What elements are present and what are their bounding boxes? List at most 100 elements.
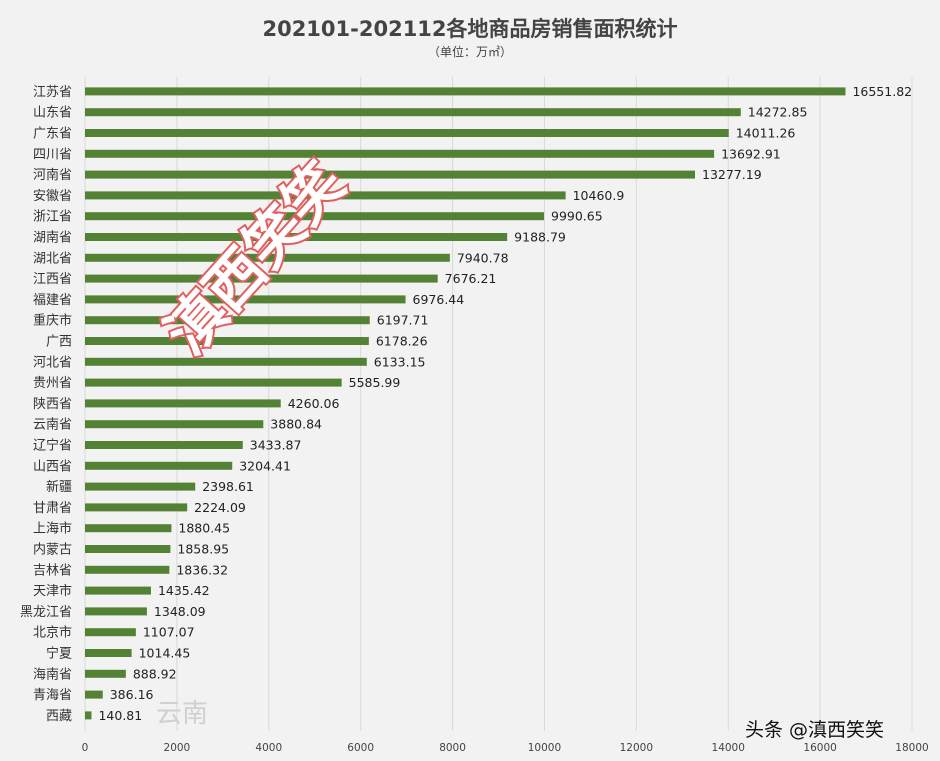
bar [85, 295, 406, 304]
x-tick-label: 12000 [620, 742, 653, 754]
category-label: 河北省 [33, 355, 72, 370]
data-label: 1435.42 [158, 583, 210, 598]
bar [85, 482, 196, 491]
category-label: 江西省 [33, 272, 72, 287]
data-label: 1107.07 [143, 625, 195, 640]
data-label: 16551.82 [852, 84, 912, 99]
data-label: 3433.87 [250, 438, 302, 453]
bar [85, 399, 281, 408]
data-label: 3204.41 [239, 458, 291, 473]
bar [85, 420, 264, 429]
bar [85, 441, 243, 449]
bar [85, 337, 369, 345]
category-label: 山东省 [33, 106, 72, 121]
bar [85, 378, 342, 387]
category-label: 湖北省 [33, 251, 72, 266]
data-label: 6976.44 [413, 292, 465, 307]
bar [85, 191, 566, 200]
category-label: 贵州省 [33, 376, 72, 391]
bar [85, 87, 846, 96]
bar [85, 669, 126, 678]
x-tick-label: 4000 [255, 742, 282, 754]
x-tick-label: 2000 [164, 742, 191, 754]
bars-group [85, 87, 846, 720]
data-label: 2398.61 [202, 479, 254, 494]
data-label: 5585.99 [349, 375, 401, 390]
category-label: 浙江省 [33, 210, 72, 225]
bar [85, 690, 103, 699]
category-label: 甘肃省 [33, 501, 72, 516]
category-label: 新疆 [46, 479, 72, 495]
bar [85, 149, 715, 158]
bar [85, 170, 696, 179]
bar [85, 108, 741, 117]
faint-watermark: 云南 [156, 699, 208, 729]
x-axis-tick-labels: 0 2000 4000 6000 8000 10000 12000 14000 16000 180… [82, 742, 929, 754]
bar [85, 233, 508, 241]
data-label: 1014.45 [139, 646, 191, 661]
data-label: 14011.26 [736, 126, 796, 141]
data-label: 386.16 [110, 687, 154, 702]
category-label: 吉林省 [33, 563, 72, 578]
category-label: 山西省 [33, 459, 72, 474]
value-labels: 16551.82 14272.85 14011.26 13692.91 13277.19… [98, 84, 912, 723]
category-label: 四川省 [33, 147, 72, 162]
bar [85, 253, 450, 262]
bar [85, 586, 151, 595]
data-label: 140.81 [98, 708, 142, 723]
bar [85, 607, 147, 616]
data-label: 1880.45 [178, 521, 230, 536]
data-label: 1348.09 [154, 604, 206, 619]
x-tick-label: 10000 [528, 742, 561, 754]
category-label: 西藏 [46, 709, 72, 724]
data-label: 9990.65 [551, 209, 603, 224]
bar [85, 129, 729, 137]
category-label: 辽宁省 [33, 438, 72, 454]
x-tick-label: 14000 [712, 742, 745, 754]
bar [85, 545, 171, 553]
category-label: 重庆市 [33, 313, 72, 329]
bar [85, 274, 438, 283]
data-label: 1858.95 [177, 542, 229, 557]
data-label: 7940.78 [457, 250, 509, 265]
x-tick-label: 16000 [803, 742, 836, 754]
chart-title: 202101-202112各地商品房销售面积统计 [262, 17, 677, 41]
category-label: 陕西省 [33, 397, 72, 412]
bar [85, 461, 233, 470]
x-tick-label: 8000 [439, 742, 466, 754]
x-tick-label: 6000 [347, 742, 374, 754]
category-label: 广西 [46, 335, 72, 350]
category-label: 黑龙江省 [20, 605, 72, 620]
category-label: 内蒙古 [33, 542, 72, 558]
data-label: 1836.32 [176, 562, 228, 577]
bar [85, 316, 370, 325]
data-label: 888.92 [133, 666, 177, 681]
x-tick-label: 18000 [895, 742, 928, 754]
x-tick-label: 0 [82, 742, 89, 754]
bar [85, 503, 188, 512]
category-label: 河南省 [33, 167, 72, 183]
category-label: 广东省 [33, 127, 72, 142]
data-label: 13692.91 [721, 146, 781, 161]
category-label: 海南省 [33, 666, 72, 682]
data-label: 3880.84 [270, 417, 322, 432]
data-label: 10460.9 [573, 188, 625, 203]
data-label: 7676.21 [445, 271, 497, 286]
data-label: 9188.79 [514, 230, 566, 245]
bar [85, 628, 136, 637]
category-label: 青海省 [33, 688, 72, 703]
category-label: 上海市 [33, 521, 72, 537]
category-label: 江苏省 [33, 84, 72, 100]
category-label: 安徽省 [33, 189, 72, 204]
category-label: 云南省 [33, 417, 72, 433]
bar [85, 524, 172, 533]
category-label: 福建省 [33, 293, 72, 308]
category-label: 宁夏 [46, 646, 72, 662]
category-label: 湖南省 [33, 230, 72, 246]
corner-watermark: 头条 @滇西笑笑 [745, 719, 884, 741]
bar [85, 357, 367, 366]
bar [85, 565, 170, 574]
data-label: 13277.19 [702, 167, 762, 182]
category-label: 天津市 [33, 583, 72, 599]
